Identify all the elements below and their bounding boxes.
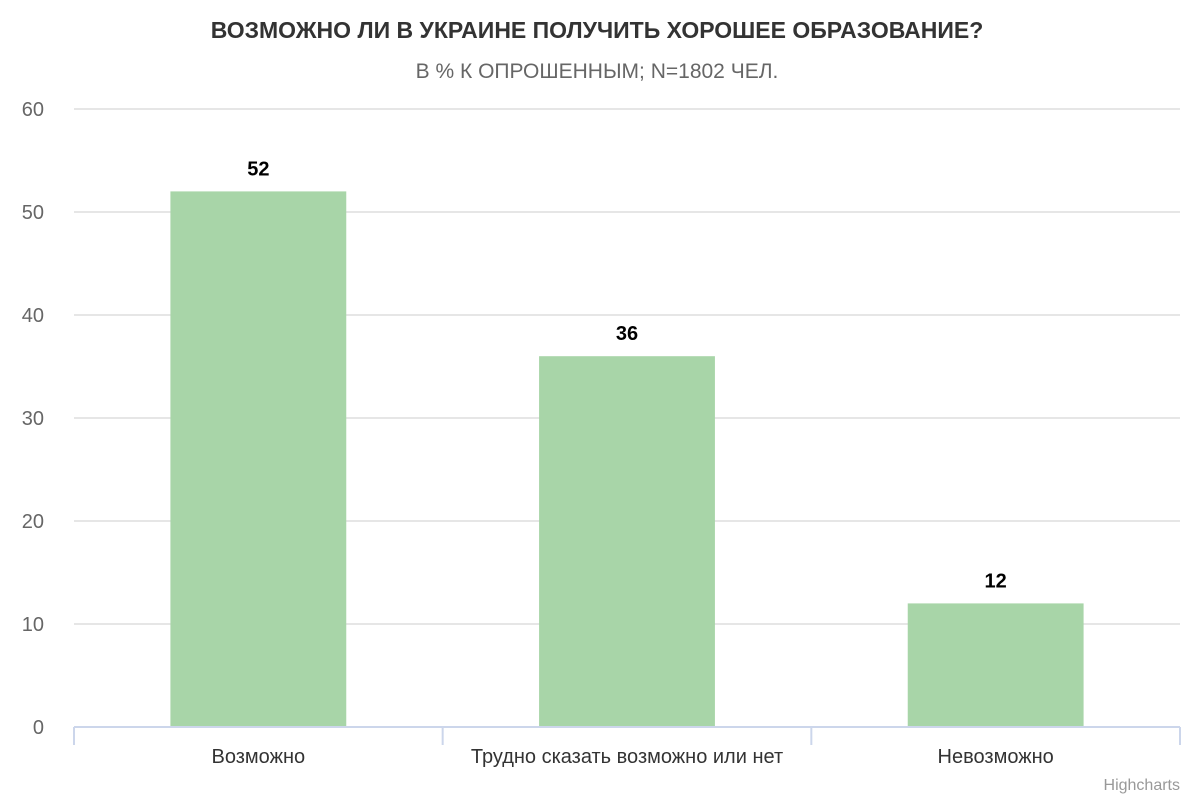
bar[interactable] bbox=[539, 356, 715, 727]
bar[interactable] bbox=[907, 603, 1084, 727]
y-tick-label: 0 bbox=[33, 717, 44, 739]
y-tick-label: 60 bbox=[22, 99, 44, 121]
y-tick-label: 40 bbox=[22, 305, 44, 327]
chart-subtitle: В % К ОПРОШЕННЫМ; N=1802 ЧЕЛ. bbox=[416, 60, 779, 83]
y-tick-label: 10 bbox=[22, 614, 44, 636]
y-tick-label: 50 bbox=[22, 202, 44, 224]
bar[interactable] bbox=[170, 191, 347, 727]
data-label: 52 bbox=[247, 158, 269, 180]
highcharts-credits[interactable]: Highcharts bbox=[1104, 777, 1180, 794]
x-tick-label: Возможно bbox=[212, 746, 306, 768]
data-label: 12 bbox=[985, 570, 1007, 592]
x-tick-label: Трудно сказать возможно или нет bbox=[471, 746, 783, 768]
data-label: 36 bbox=[616, 323, 638, 345]
y-tick-label: 30 bbox=[22, 408, 44, 430]
y-tick-label: 20 bbox=[22, 511, 44, 533]
x-axis-tick-labels: Возможно Трудно сказать возможно или нет Н… bbox=[212, 746, 1054, 768]
bar-series bbox=[170, 191, 1084, 727]
x-tick-label: Невозможно bbox=[938, 746, 1054, 768]
y-axis-tick-labels: 0 10 20 30 40 50 60 bbox=[22, 99, 44, 739]
x-axis bbox=[73, 726, 1181, 745]
data-labels: 52 36 12 bbox=[247, 158, 1007, 592]
chart-title: ВОЗМОЖНО ЛИ В УКРАИНЕ ПОЛУЧИТЬ ХОРОШЕЕ О… bbox=[211, 17, 984, 43]
